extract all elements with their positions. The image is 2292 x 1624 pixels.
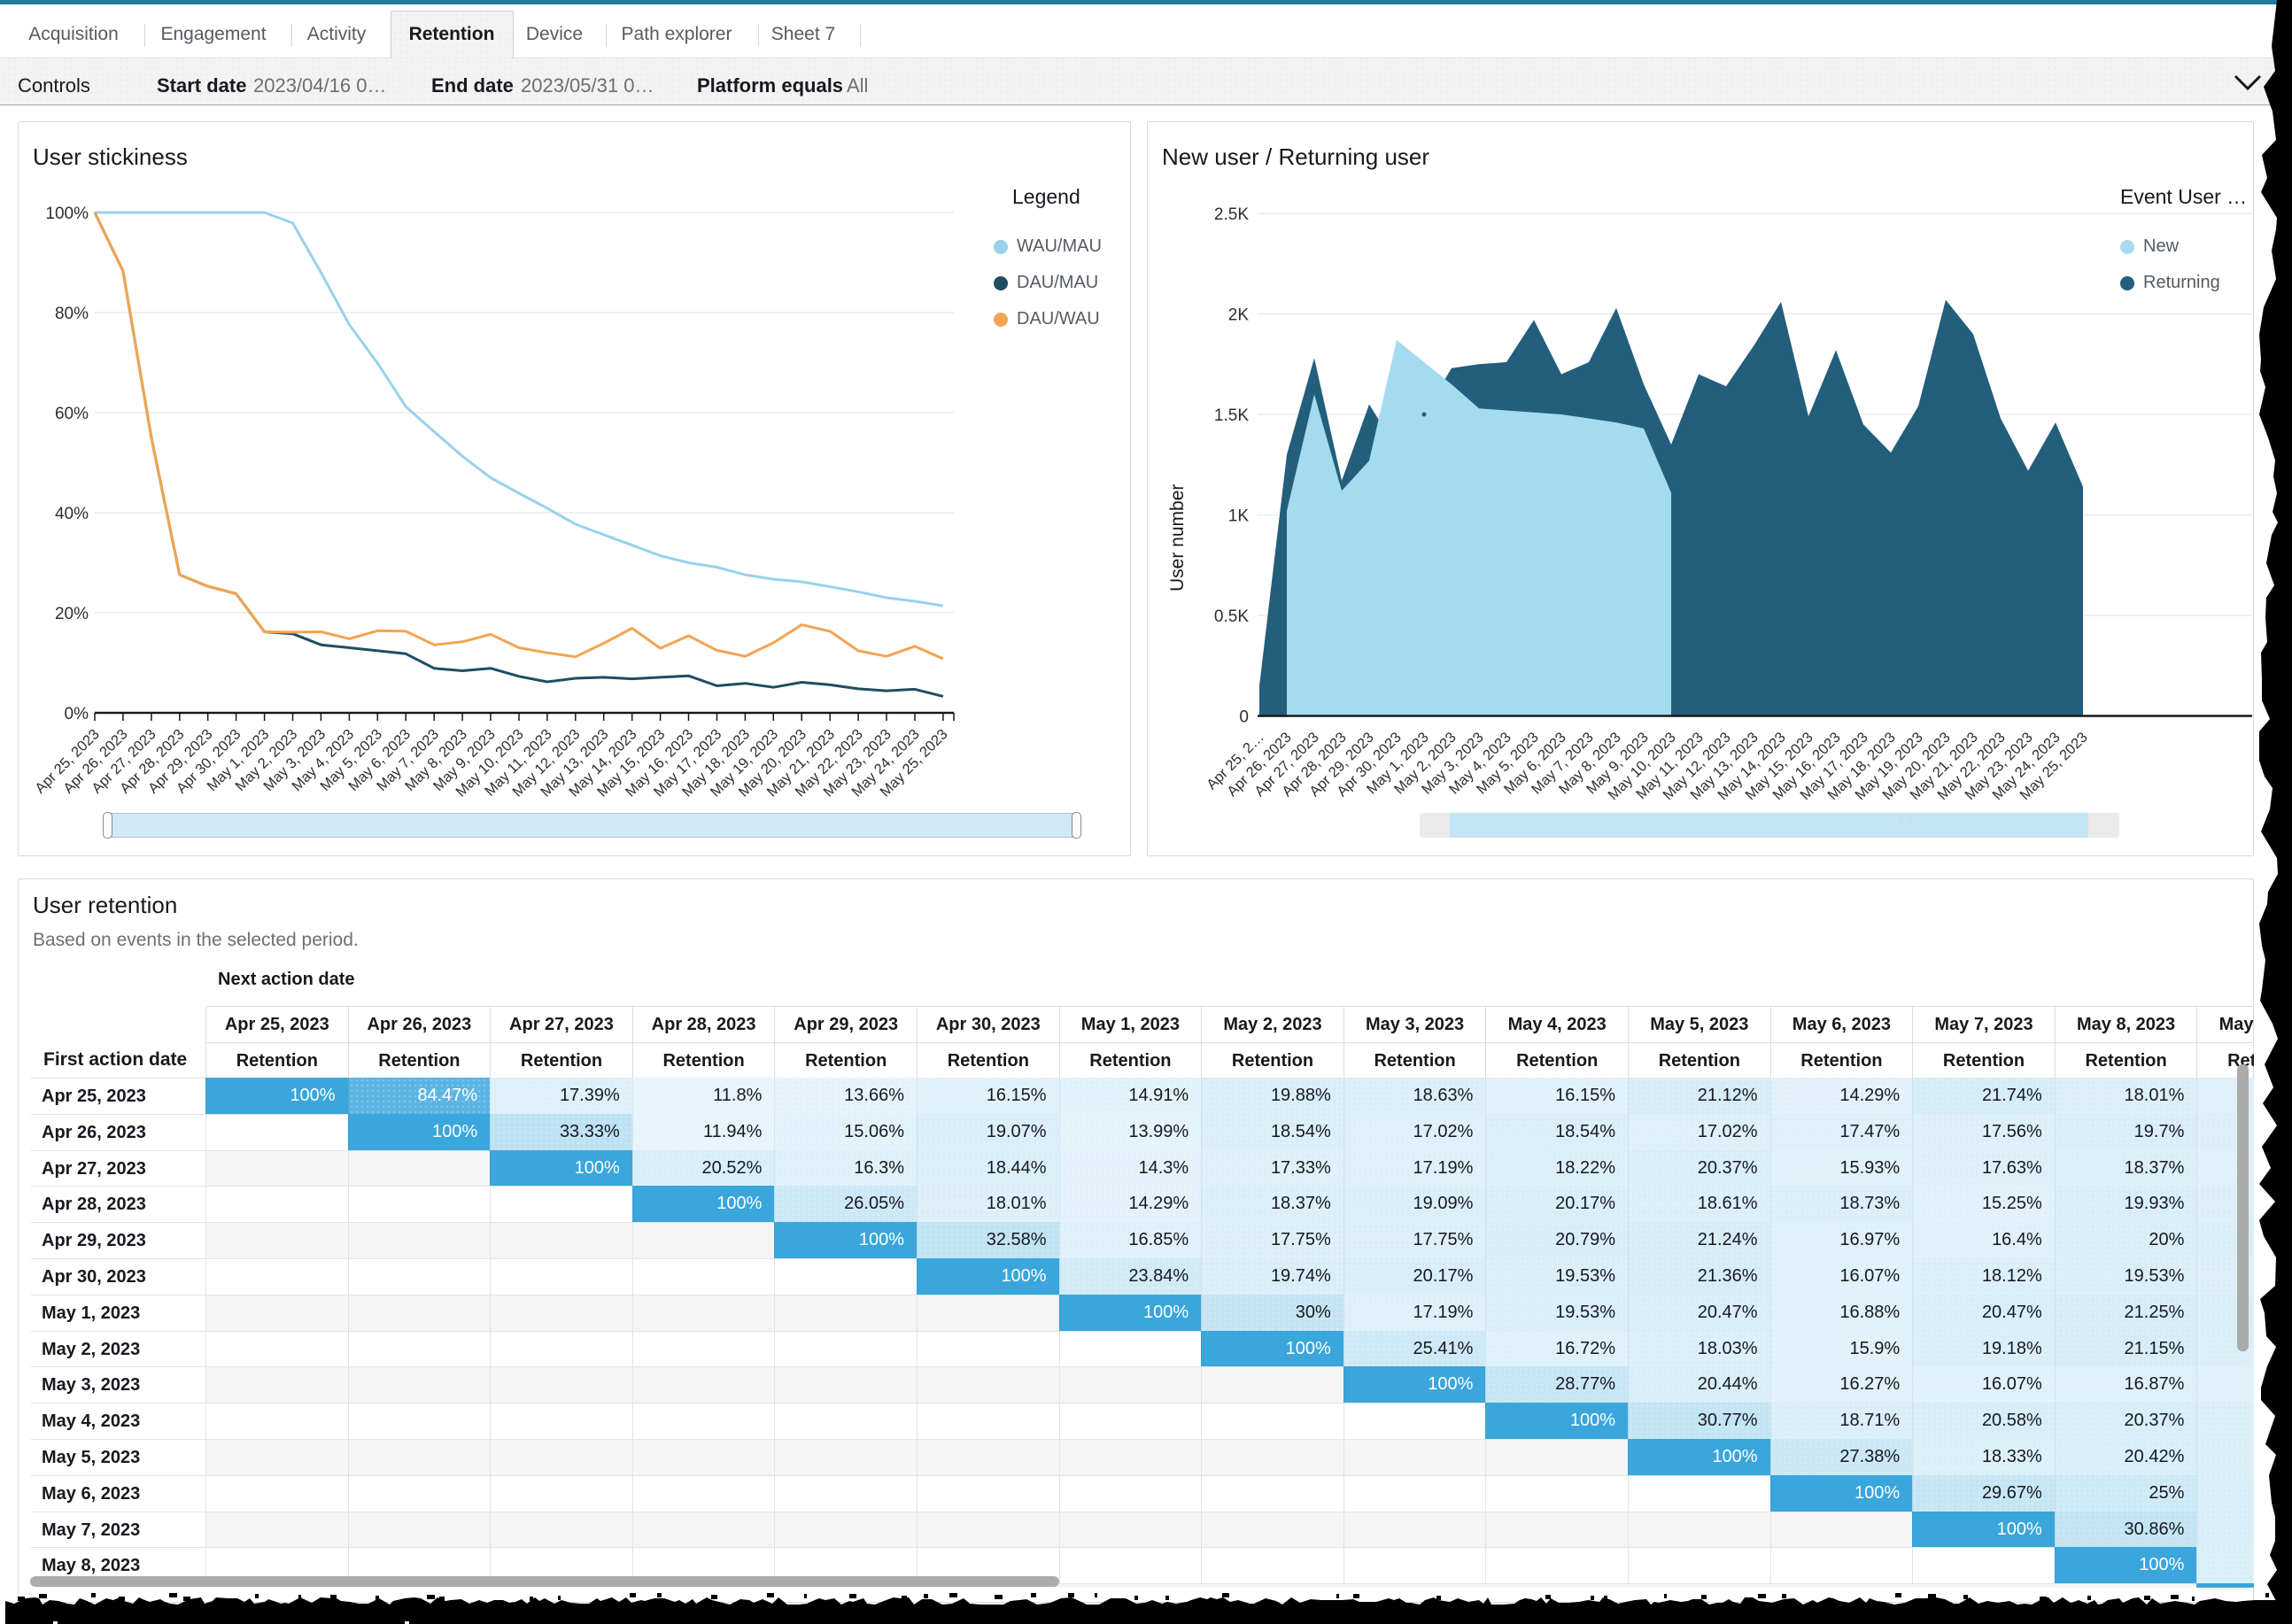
svg-text:100%: 100% <box>45 205 89 223</box>
svg-text:2K: 2K <box>1228 306 1250 325</box>
svg-text:80%: 80% <box>55 305 89 323</box>
svg-text:60%: 60% <box>55 405 89 423</box>
svg-text:0%: 0% <box>65 705 89 723</box>
svg-text:40%: 40% <box>55 505 89 523</box>
svg-text:2.5K: 2.5K <box>1214 205 1249 224</box>
svg-text:0.5K: 0.5K <box>1214 607 1249 626</box>
svg-text:20%: 20% <box>55 605 89 623</box>
svg-text:1.5K: 1.5K <box>1214 406 1249 425</box>
svg-text:0: 0 <box>1239 708 1249 727</box>
svg-text:1K: 1K <box>1228 507 1250 526</box>
